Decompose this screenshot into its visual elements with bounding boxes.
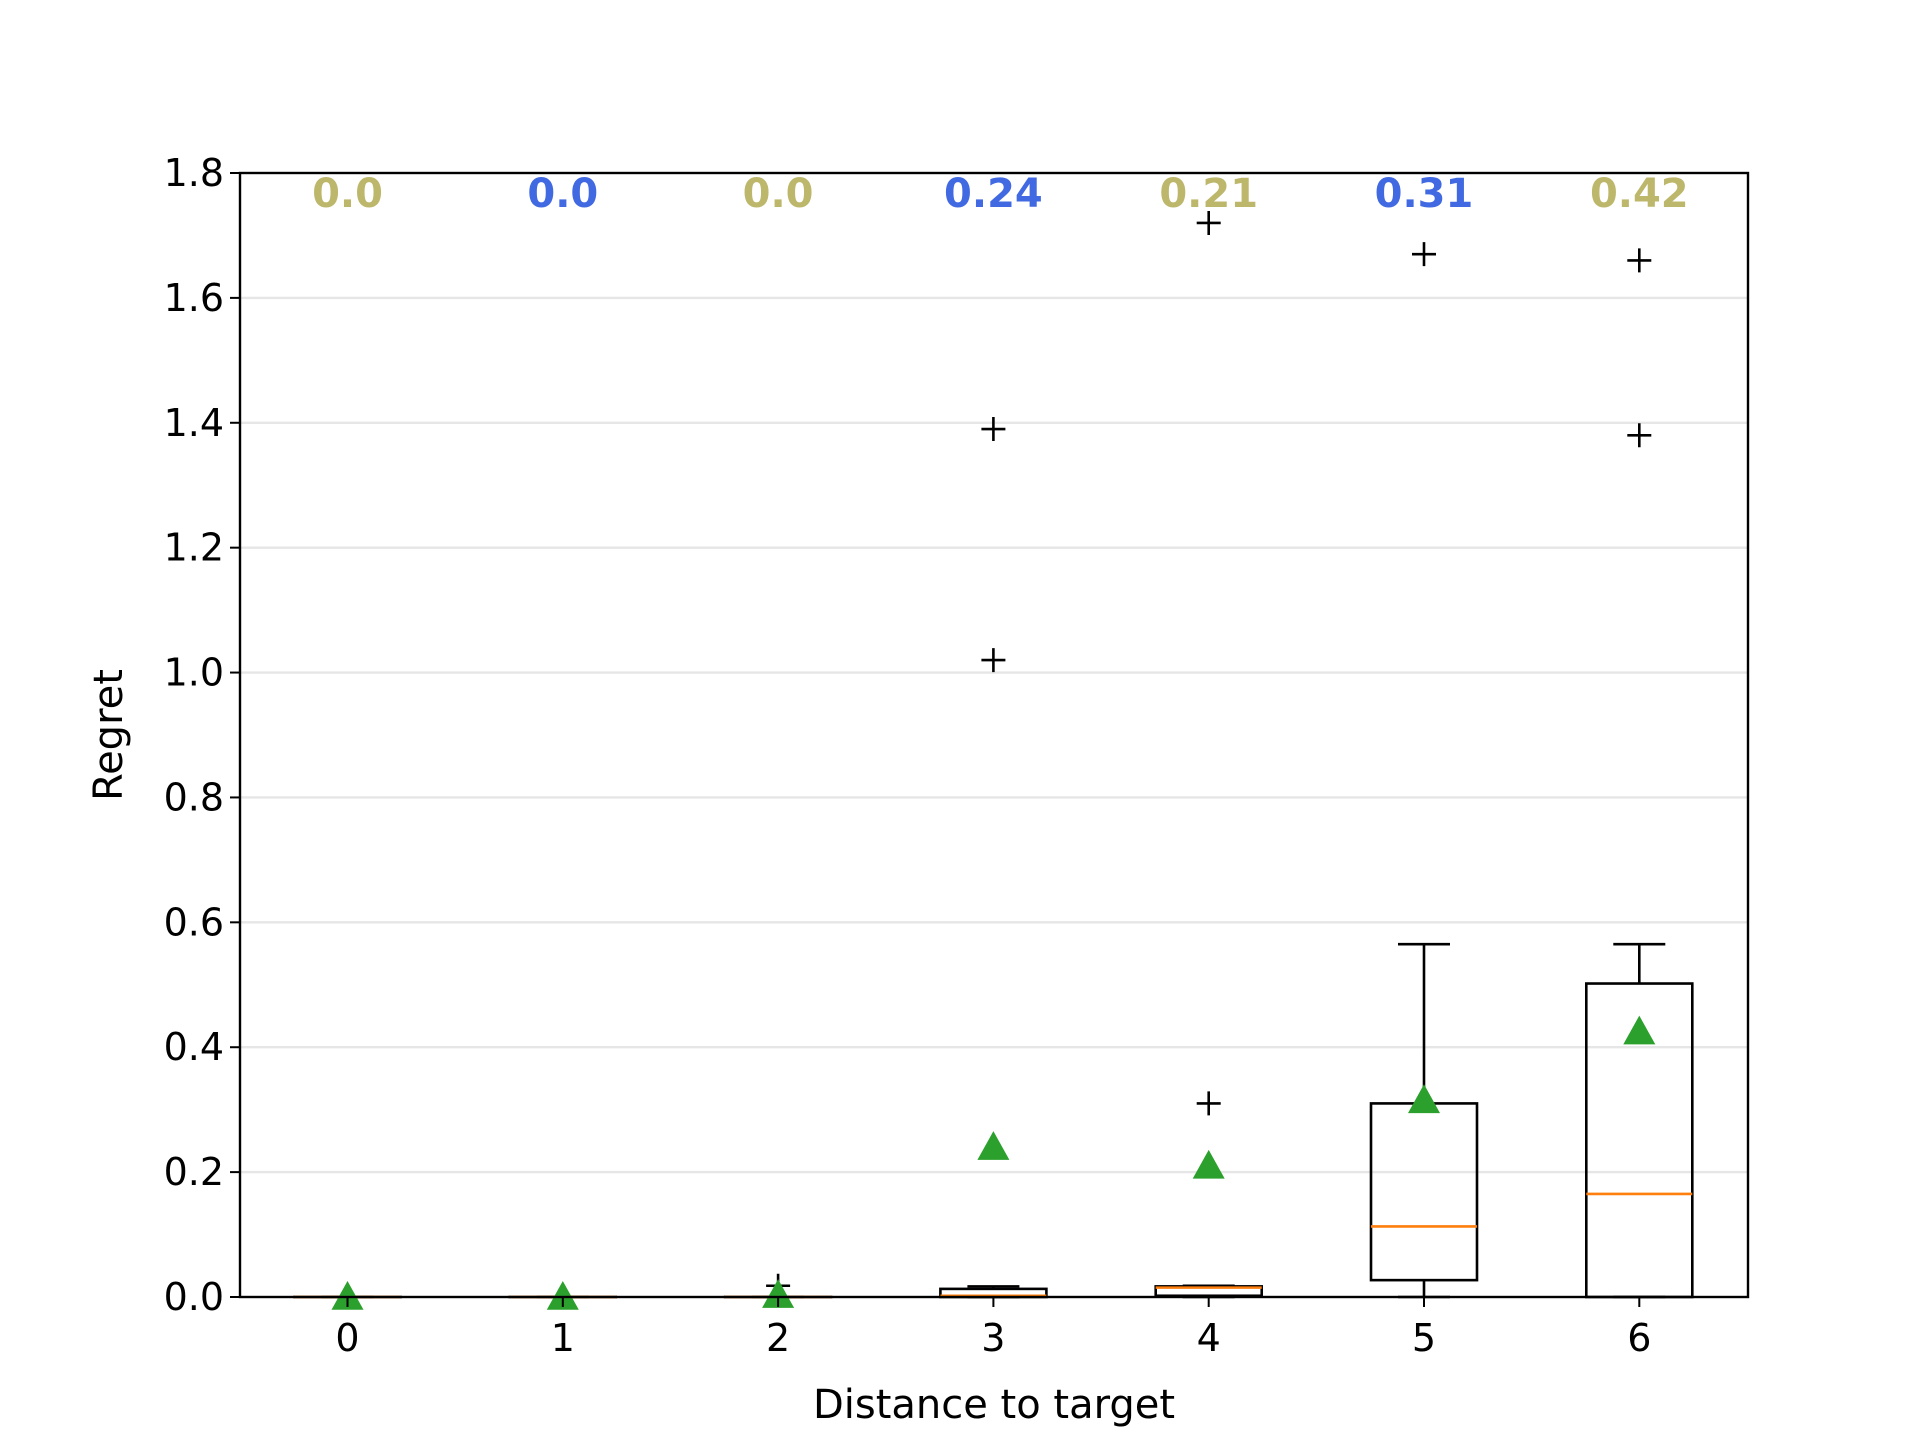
y-tick-label: 0.4 xyxy=(164,1025,224,1069)
outlier-marker xyxy=(1627,423,1652,448)
mean-value-label: 0.0 xyxy=(743,171,814,217)
x-tick-label: 6 xyxy=(1627,1316,1651,1360)
box-group xyxy=(1369,242,1479,1299)
mean-marker xyxy=(1408,1084,1440,1114)
x-tick-label: 1 xyxy=(551,1316,575,1360)
y-tick-label: 1.2 xyxy=(164,526,224,570)
mean-marker xyxy=(977,1131,1010,1160)
y-tick-label: 0.2 xyxy=(164,1150,224,1194)
outlier-marker xyxy=(1627,248,1652,273)
x-tick-label: 3 xyxy=(981,1316,1005,1360)
box-group xyxy=(939,417,1048,1299)
mean-value-label: 0.42 xyxy=(1590,171,1689,217)
x-tick-label: 4 xyxy=(1197,1316,1221,1360)
mean-marker xyxy=(331,1281,364,1310)
outlier-marker xyxy=(981,417,1006,442)
box-group xyxy=(1154,210,1263,1299)
mean-marker xyxy=(1192,1149,1225,1179)
mean-marker xyxy=(546,1281,579,1310)
y-tick-label: 1.0 xyxy=(164,651,224,695)
x-axis-label: Distance to target xyxy=(813,1382,1175,1428)
y-tick-label: 0.0 xyxy=(164,1275,224,1319)
plot-frame xyxy=(238,171,1750,1299)
x-tick-label: 2 xyxy=(766,1316,790,1360)
outlier-marker xyxy=(1196,1091,1221,1116)
y-axis-ticks: 0.0 0.2 0.4 0.6 0.8 1.0 1.2 1.4 1.6 1.8 xyxy=(164,151,240,1319)
y-axis-label: Regret xyxy=(86,669,132,801)
x-tick-label: 5 xyxy=(1412,1316,1436,1360)
y-tick-label: 0.6 xyxy=(164,900,224,944)
x-axis-ticks: 0 1 2 3 4 5 6 xyxy=(335,1297,1651,1360)
box xyxy=(1369,1102,1479,1282)
grid-lines xyxy=(240,296,1748,1174)
mean-value-label: 0.24 xyxy=(944,171,1043,217)
y-tick-label: 1.4 xyxy=(164,401,224,445)
outlier-marker xyxy=(1196,210,1221,235)
mean-value-label: 0.31 xyxy=(1375,171,1474,217)
mean-marker xyxy=(762,1279,795,1308)
mean-value-labels: 0.0 0.0 0.0 0.24 0.21 0.31 0.42 xyxy=(312,171,1689,217)
outlier-marker xyxy=(1412,242,1436,267)
mean-value-label: 0.0 xyxy=(312,171,383,217)
y-tick-label: 0.8 xyxy=(164,775,224,819)
y-tick-label: 1.6 xyxy=(164,276,224,320)
mean-marker xyxy=(1623,1015,1656,1045)
mean-value-label: 0.0 xyxy=(527,171,598,217)
x-tick-label: 0 xyxy=(335,1316,359,1360)
outlier-marker xyxy=(981,648,1006,673)
y-tick-label: 1.8 xyxy=(164,151,224,195)
box-plots xyxy=(293,210,1694,1310)
mean-value-label: 0.21 xyxy=(1159,171,1258,217)
box-group xyxy=(1585,248,1694,1299)
